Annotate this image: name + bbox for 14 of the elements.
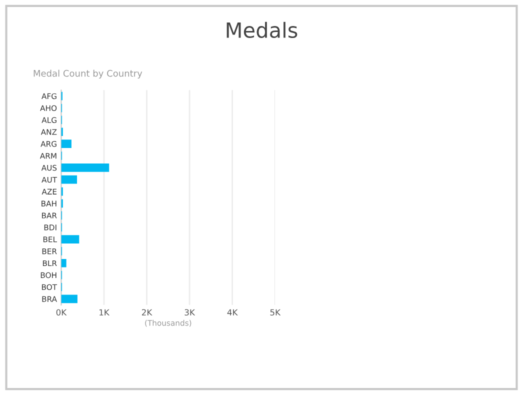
x-tick-label: 0K	[56, 309, 67, 316]
bar	[61, 140, 72, 148]
bar	[61, 164, 110, 172]
bar	[61, 235, 80, 244]
bar	[61, 294, 78, 304]
x-tick-label: 2K	[142, 309, 152, 316]
chart-subtitle: Medal Count by Country	[34, 70, 142, 78]
x-tick-label: 5K	[270, 309, 281, 316]
x-tick-label: 1K	[100, 309, 110, 316]
x-tick-label: 3K	[184, 309, 196, 316]
x-tick-label: 4K	[227, 309, 238, 316]
bar	[61, 175, 78, 184]
bar	[61, 258, 66, 268]
chart-title: Medals	[226, 22, 298, 38]
